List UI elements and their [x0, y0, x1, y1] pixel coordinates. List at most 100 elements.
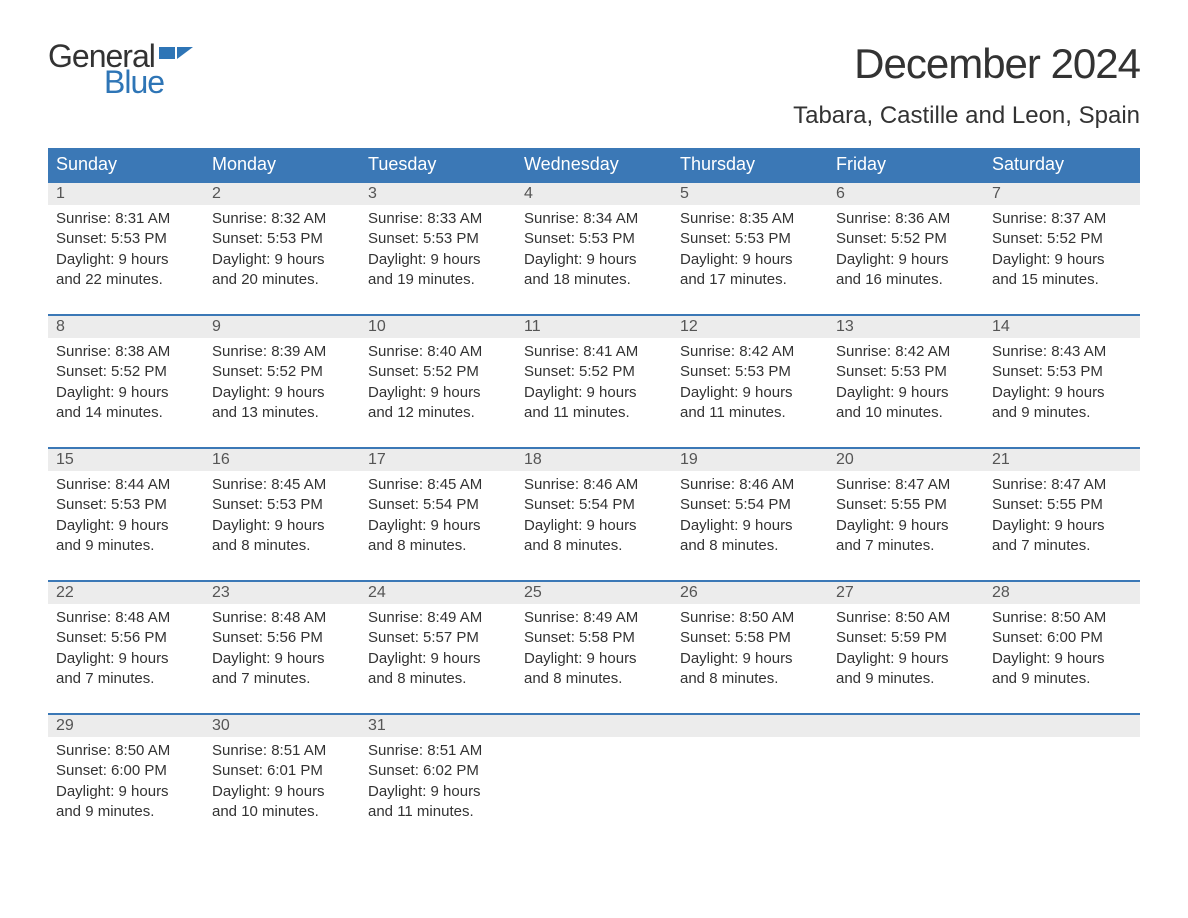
day-sunrise: Sunrise: 8:50 AM	[992, 608, 1132, 628]
day-cell: 22Sunrise: 8:48 AMSunset: 5:56 PMDayligh…	[48, 581, 204, 714]
day-sunrise: Sunrise: 8:44 AM	[56, 475, 196, 495]
day-number: 9	[204, 316, 360, 338]
day-day2: and 8 minutes.	[680, 536, 820, 556]
location-subtitle: Tabara, Castille and Leon, Spain	[793, 102, 1140, 130]
day-number: 15	[48, 449, 204, 471]
day-cell: 12Sunrise: 8:42 AMSunset: 5:53 PMDayligh…	[672, 315, 828, 448]
day-number: 4	[516, 183, 672, 205]
day-cell: 11Sunrise: 8:41 AMSunset: 5:52 PMDayligh…	[516, 315, 672, 448]
calendar-table: Sunday Monday Tuesday Wednesday Thursday…	[48, 148, 1140, 846]
day-sunset: Sunset: 5:52 PM	[836, 229, 976, 249]
day-details: Sunrise: 8:46 AMSunset: 5:54 PMDaylight:…	[516, 471, 672, 556]
day-day2: and 11 minutes.	[680, 403, 820, 423]
day-cell: 31Sunrise: 8:51 AMSunset: 6:02 PMDayligh…	[360, 714, 516, 846]
day-sunset: Sunset: 5:54 PM	[680, 495, 820, 515]
day-sunrise: Sunrise: 8:45 AM	[212, 475, 352, 495]
day-cell: 9Sunrise: 8:39 AMSunset: 5:52 PMDaylight…	[204, 315, 360, 448]
day-sunset: Sunset: 5:53 PM	[680, 362, 820, 382]
day-sunrise: Sunrise: 8:50 AM	[836, 608, 976, 628]
day-details: Sunrise: 8:44 AMSunset: 5:53 PMDaylight:…	[48, 471, 204, 556]
day-number: 11	[516, 316, 672, 338]
day-day2: and 9 minutes.	[992, 669, 1132, 689]
weekday-header: Sunday	[48, 148, 204, 182]
day-number: 26	[672, 582, 828, 604]
day-number: 27	[828, 582, 984, 604]
day-sunrise: Sunrise: 8:35 AM	[680, 209, 820, 229]
day-sunrise: Sunrise: 8:40 AM	[368, 342, 508, 362]
day-cell: 1Sunrise: 8:31 AMSunset: 5:53 PMDaylight…	[48, 182, 204, 315]
weekday-header-row: Sunday Monday Tuesday Wednesday Thursday…	[48, 148, 1140, 182]
day-cell: 24Sunrise: 8:49 AMSunset: 5:57 PMDayligh…	[360, 581, 516, 714]
day-number: 17	[360, 449, 516, 471]
title-block: December 2024 Tabara, Castille and Leon,…	[793, 40, 1140, 140]
day-day1: Daylight: 9 hours	[56, 649, 196, 669]
day-cell: 17Sunrise: 8:45 AMSunset: 5:54 PMDayligh…	[360, 448, 516, 581]
day-sunset: Sunset: 5:52 PM	[56, 362, 196, 382]
empty-day	[984, 715, 1140, 737]
empty-day	[828, 715, 984, 737]
day-sunrise: Sunrise: 8:49 AM	[368, 608, 508, 628]
day-details: Sunrise: 8:31 AMSunset: 5:53 PMDaylight:…	[48, 205, 204, 290]
day-sunset: Sunset: 5:56 PM	[212, 628, 352, 648]
day-day2: and 9 minutes.	[56, 536, 196, 556]
day-sunset: Sunset: 5:55 PM	[992, 495, 1132, 515]
day-day1: Daylight: 9 hours	[680, 250, 820, 270]
day-number: 12	[672, 316, 828, 338]
day-cell: 2Sunrise: 8:32 AMSunset: 5:53 PMDaylight…	[204, 182, 360, 315]
day-sunset: Sunset: 5:52 PM	[212, 362, 352, 382]
day-details: Sunrise: 8:37 AMSunset: 5:52 PMDaylight:…	[984, 205, 1140, 290]
day-day1: Daylight: 9 hours	[992, 649, 1132, 669]
day-details: Sunrise: 8:34 AMSunset: 5:53 PMDaylight:…	[516, 205, 672, 290]
day-cell: 7Sunrise: 8:37 AMSunset: 5:52 PMDaylight…	[984, 182, 1140, 315]
day-number: 10	[360, 316, 516, 338]
day-day1: Daylight: 9 hours	[212, 516, 352, 536]
day-sunset: Sunset: 5:53 PM	[680, 229, 820, 249]
day-sunrise: Sunrise: 8:43 AM	[992, 342, 1132, 362]
day-details: Sunrise: 8:35 AMSunset: 5:53 PMDaylight:…	[672, 205, 828, 290]
day-number: 8	[48, 316, 204, 338]
day-day2: and 8 minutes.	[680, 669, 820, 689]
day-number: 3	[360, 183, 516, 205]
day-sunset: Sunset: 5:54 PM	[524, 495, 664, 515]
day-sunset: Sunset: 5:53 PM	[992, 362, 1132, 382]
day-day1: Daylight: 9 hours	[56, 782, 196, 802]
day-cell: 3Sunrise: 8:33 AMSunset: 5:53 PMDaylight…	[360, 182, 516, 315]
day-day2: and 8 minutes.	[368, 669, 508, 689]
day-day2: and 8 minutes.	[212, 536, 352, 556]
day-day1: Daylight: 9 hours	[368, 516, 508, 536]
day-number: 22	[48, 582, 204, 604]
day-cell: 25Sunrise: 8:49 AMSunset: 5:58 PMDayligh…	[516, 581, 672, 714]
day-cell	[828, 714, 984, 846]
day-number: 29	[48, 715, 204, 737]
day-day1: Daylight: 9 hours	[836, 516, 976, 536]
day-sunrise: Sunrise: 8:48 AM	[212, 608, 352, 628]
day-details: Sunrise: 8:48 AMSunset: 5:56 PMDaylight:…	[48, 604, 204, 689]
day-number: 14	[984, 316, 1140, 338]
day-sunrise: Sunrise: 8:41 AM	[524, 342, 664, 362]
day-day1: Daylight: 9 hours	[992, 383, 1132, 403]
day-sunset: Sunset: 5:52 PM	[992, 229, 1132, 249]
week-row: 8Sunrise: 8:38 AMSunset: 5:52 PMDaylight…	[48, 315, 1140, 448]
weekday-header: Thursday	[672, 148, 828, 182]
day-day2: and 20 minutes.	[212, 270, 352, 290]
day-details: Sunrise: 8:38 AMSunset: 5:52 PMDaylight:…	[48, 338, 204, 423]
day-details: Sunrise: 8:45 AMSunset: 5:54 PMDaylight:…	[360, 471, 516, 556]
day-sunrise: Sunrise: 8:50 AM	[56, 741, 196, 761]
day-number: 20	[828, 449, 984, 471]
day-details: Sunrise: 8:42 AMSunset: 5:53 PMDaylight:…	[828, 338, 984, 423]
day-sunset: Sunset: 5:52 PM	[524, 362, 664, 382]
day-sunset: Sunset: 5:57 PM	[368, 628, 508, 648]
day-details: Sunrise: 8:42 AMSunset: 5:53 PMDaylight:…	[672, 338, 828, 423]
day-details: Sunrise: 8:33 AMSunset: 5:53 PMDaylight:…	[360, 205, 516, 290]
weekday-header: Wednesday	[516, 148, 672, 182]
day-details: Sunrise: 8:49 AMSunset: 5:58 PMDaylight:…	[516, 604, 672, 689]
day-sunrise: Sunrise: 8:32 AM	[212, 209, 352, 229]
day-day2: and 8 minutes.	[368, 536, 508, 556]
day-cell: 10Sunrise: 8:40 AMSunset: 5:52 PMDayligh…	[360, 315, 516, 448]
day-sunset: Sunset: 5:53 PM	[212, 495, 352, 515]
day-day1: Daylight: 9 hours	[524, 649, 664, 669]
day-cell: 21Sunrise: 8:47 AMSunset: 5:55 PMDayligh…	[984, 448, 1140, 581]
day-day2: and 12 minutes.	[368, 403, 508, 423]
day-details: Sunrise: 8:46 AMSunset: 5:54 PMDaylight:…	[672, 471, 828, 556]
day-sunset: Sunset: 5:53 PM	[56, 495, 196, 515]
